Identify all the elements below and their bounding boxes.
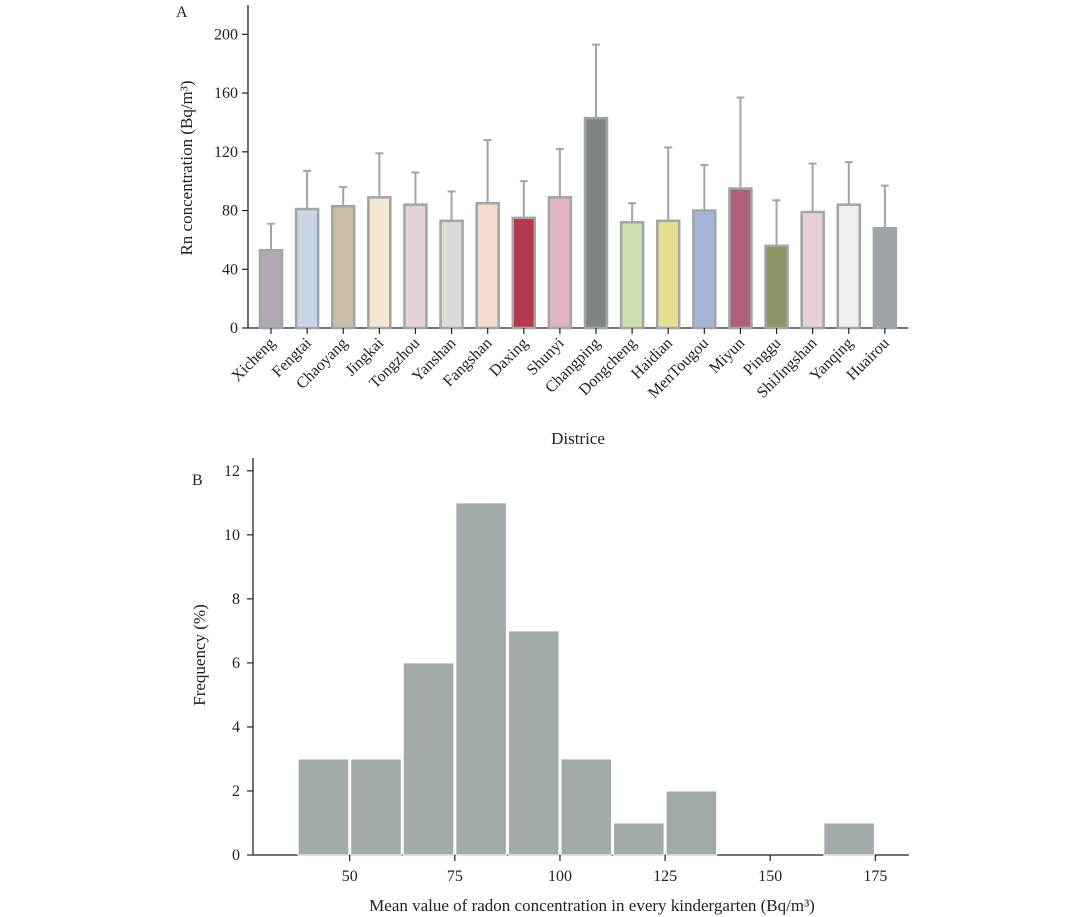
panel-a-bar xyxy=(258,248,284,330)
panel-b-x-tick-label: 100 xyxy=(548,868,572,885)
panel-a-label: A xyxy=(176,4,188,21)
panel-b-histogram-bar xyxy=(402,662,455,856)
panel-b-x-ticks: 50 75 100 125 150 175 xyxy=(342,855,887,885)
panel-b-y-axis-title: Frequency (%) xyxy=(190,604,209,706)
panel-b-y-tick-label: 8 xyxy=(232,591,240,608)
panel-a-y-tick-label: 200 xyxy=(214,26,238,43)
panel-b-y-tick-label: 2 xyxy=(232,783,240,800)
panel-a-bar xyxy=(475,201,500,330)
panel-a-y-tick-label: 120 xyxy=(214,144,238,161)
panel-b-histogram-bar xyxy=(613,822,665,856)
panel-a-bar xyxy=(294,207,320,330)
panel-b-y-tick-label: 10 xyxy=(224,527,240,544)
panel-a-bar xyxy=(439,219,464,330)
panel-b-histogram-bar xyxy=(350,758,402,856)
panel-a-y-ticks: 0 40 80 120 160 200 xyxy=(214,26,248,337)
panel-b-x-tick-label: 75 xyxy=(447,868,463,885)
panel-a-axes xyxy=(247,5,908,329)
panel-a-y-axis-title: Rn concentration (Bq/m³) xyxy=(177,80,196,255)
panel-b-x-tick-label: 50 xyxy=(342,868,358,885)
panel-b-histogram-bar xyxy=(823,822,875,856)
panel-b-x-axis-title: Mean value of radon concentration in eve… xyxy=(369,896,815,915)
panel-a-bar xyxy=(619,221,645,330)
panel-a-bars xyxy=(258,43,898,330)
panel-a-bar xyxy=(800,210,825,330)
panel-a-bar xyxy=(764,244,789,330)
panel-a-x-tick-label: Xicheng xyxy=(228,335,278,385)
panel-b-histogram-bar xyxy=(507,630,560,856)
panel-b-bars xyxy=(297,502,875,856)
panel-a-bar xyxy=(403,203,428,330)
panel-b-histogram-bar xyxy=(560,758,613,856)
panel-b-x-tick-label: 150 xyxy=(758,868,782,885)
panel-b-x-tick-label: 175 xyxy=(863,868,887,885)
panel-b-label: B xyxy=(192,472,203,489)
panel-a-bar xyxy=(692,209,717,330)
panel-a-bar xyxy=(655,219,681,330)
panel-b-y-tick-label: 4 xyxy=(232,719,240,736)
panel-a-bar xyxy=(547,196,573,330)
panel-b-histogram-bar xyxy=(297,758,350,856)
panel-a-bar xyxy=(836,203,862,330)
panel-b-y-tick-label: 12 xyxy=(224,463,240,480)
panel-b-histogram-bar xyxy=(665,790,718,856)
panel-b-histogram-bar xyxy=(455,502,507,856)
panel-a-bar xyxy=(728,187,753,330)
panel-a-y-tick-label: 160 xyxy=(214,85,238,102)
panel-a-bar xyxy=(872,226,898,330)
panel-a-y-tick-label: 40 xyxy=(222,261,238,278)
panel-a-x-axis-title: Districe xyxy=(551,429,605,448)
panel-a-y-tick-label: 80 xyxy=(222,203,238,220)
panel-a: A 0 40 80 120 160 200 XichengFengtaiChaoyangJ… xyxy=(176,4,908,448)
panel-b-y-ticks: 0 2 4 6 8 10 12 xyxy=(224,463,253,864)
panel-a-x-tick-label: Daxing xyxy=(486,335,531,380)
panel-a-x-tick-label: Miyun xyxy=(706,335,748,377)
panel-b-y-tick-label: 0 xyxy=(232,847,240,864)
panel-a-x-ticks: XichengFengtaiChaoyangJingkaiTongzhouYan… xyxy=(228,328,893,402)
panel-a-bar xyxy=(330,204,356,330)
panel-b-x-tick-label: 125 xyxy=(653,868,677,885)
panel-a-bar xyxy=(511,216,537,330)
panel-b: B 0 2 4 6 8 10 12 50 75 100 125 150 175 Frequency (… xyxy=(190,458,909,915)
panel-a-y-tick-label: 0 xyxy=(230,320,238,337)
panel-a-bar xyxy=(583,116,609,330)
panel-a-bar xyxy=(367,196,392,330)
panel-b-y-tick-label: 6 xyxy=(232,655,240,672)
